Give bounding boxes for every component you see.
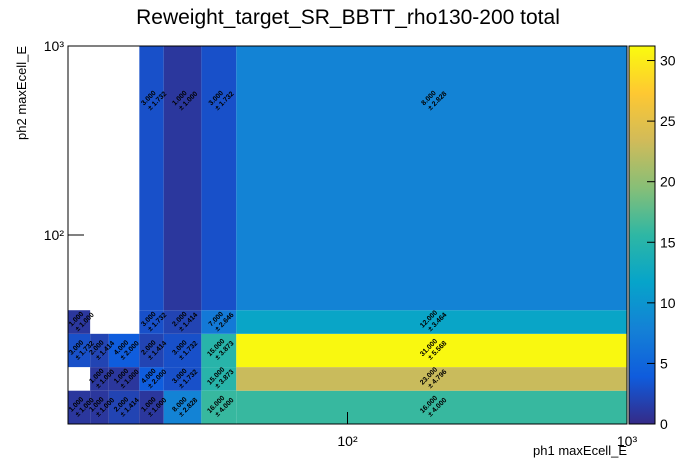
y-tick-label: 10³ [44,38,65,54]
cell [201,333,237,368]
cell [108,333,140,368]
cell [163,46,202,311]
cell [68,333,91,368]
cells [68,46,628,424]
y-axis-title: ph2 maxEcell_E [14,46,29,140]
cell [236,46,628,311]
cell [139,46,164,311]
cell [236,390,628,424]
cell [201,310,237,334]
cell [68,390,91,424]
cell [201,390,237,424]
z-tick-label: 20 [660,174,676,190]
cell [139,333,164,368]
cell [201,46,237,311]
cell [108,390,140,424]
cell [236,367,628,391]
cell [163,390,202,424]
cell [139,310,164,334]
cell [90,390,109,424]
z-tick-label: 0 [660,416,668,432]
x-tick-label: 10³ [617,433,638,449]
z-tick-label: 5 [660,355,668,371]
y-tick-label: 10² [44,227,65,243]
chart-title: Reweight_target_SR_BBTT_rho130-200 total [136,6,560,29]
cell [108,367,140,391]
cell [139,390,164,424]
z-tick-label: 15 [660,234,676,250]
cell [163,367,202,391]
color-scale [628,45,656,425]
cell [163,310,202,334]
x-axis-title: ph1 maxEcell_E [533,443,627,458]
cell [236,310,628,334]
cell [139,367,164,391]
cell [68,310,91,334]
z-tick-label: 30 [660,53,676,69]
cell [90,367,109,391]
x-tick-label: 10² [337,433,358,449]
cell [201,367,237,391]
z-tick-label: 10 [660,295,676,311]
z-tick-label: 25 [660,113,676,129]
cell [236,333,628,368]
cell [90,333,109,368]
cell [163,333,202,368]
